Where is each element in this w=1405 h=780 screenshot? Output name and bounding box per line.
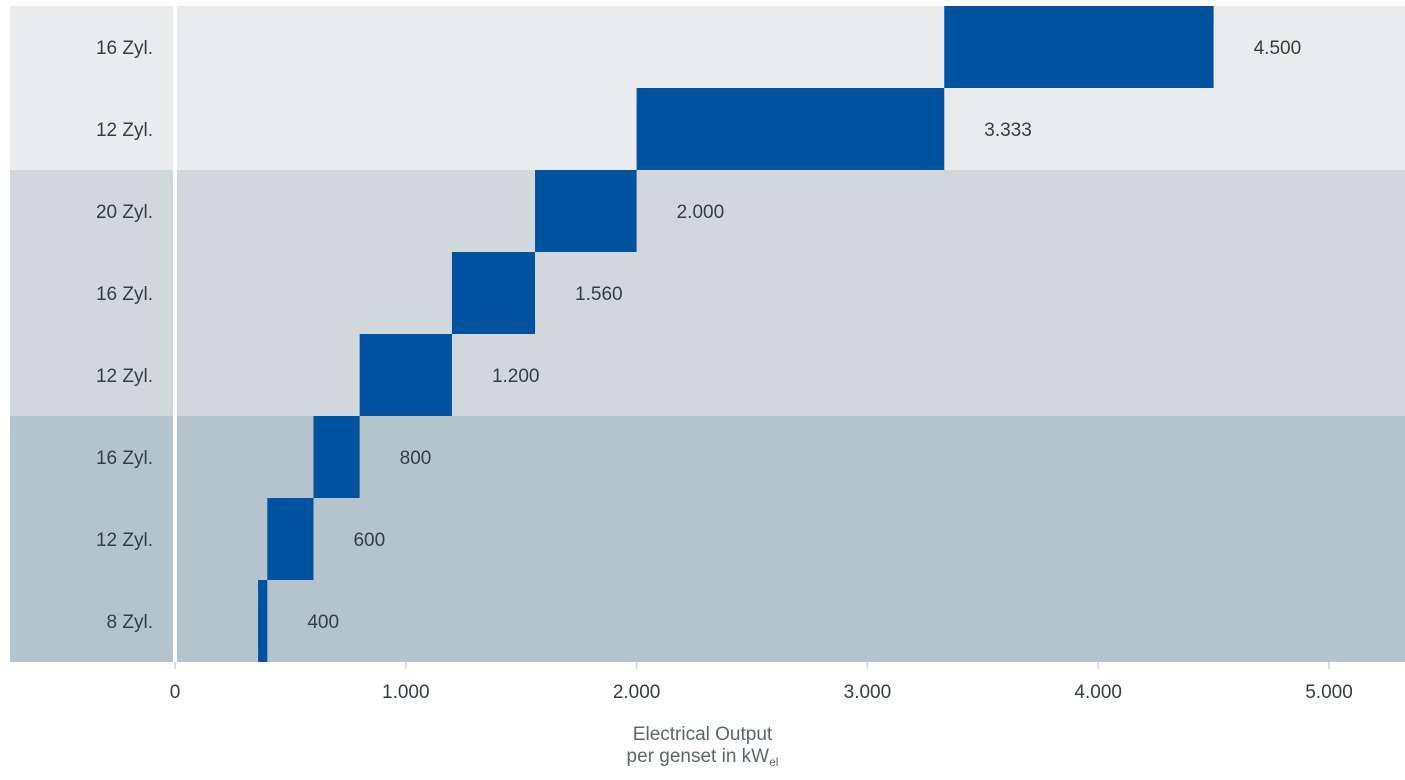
data-label-2: 600 (353, 530, 385, 551)
data-label-6: 2.000 (677, 202, 725, 223)
x-axis-title-line2-text: per genset in kW (626, 746, 770, 767)
y-tick-label-8: 16 Zyl. (96, 38, 153, 59)
x-tick-label-5: 4.000 (1074, 682, 1122, 703)
x-tick-label-4: 3.000 (844, 682, 892, 703)
bar-4 (359, 334, 452, 416)
bar-6 (535, 170, 637, 252)
y-tick-label-1: 8 Zyl. (107, 612, 153, 633)
y-tick-label-2: 12 Zyl. (96, 530, 153, 551)
x-tick-label-1: 0 (170, 682, 181, 703)
data-label-1: 400 (307, 612, 339, 633)
data-label-5: 1.560 (575, 284, 623, 305)
data-label-3: 800 (400, 448, 432, 469)
bar-8 (944, 6, 1214, 88)
band-group-1 (10, 416, 1405, 662)
x-axis-title-line1: Electrical Output (632, 724, 773, 745)
x-tick-label-3: 2.000 (613, 682, 661, 703)
x-tick-label-6: 5.000 (1305, 682, 1353, 703)
bar-2 (267, 498, 314, 580)
x-axis-title: Electrical Output per genset in kWel (0, 724, 1405, 773)
y-tick-label-3: 16 Zyl. (96, 448, 153, 469)
y-tick-label-5: 16 Zyl. (96, 284, 153, 305)
x-tick-label-2: 1.000 (382, 682, 430, 703)
y-tick-label-4: 12 Zyl. (96, 366, 153, 387)
y-tick-label-6: 20 Zyl. (96, 202, 153, 223)
bar-5 (451, 252, 536, 334)
y-tick-label-7: 12 Zyl. (96, 120, 153, 141)
data-label-7: 3.333 (984, 120, 1032, 141)
bar-3 (313, 416, 360, 498)
data-label-8: 4.500 (1254, 38, 1302, 59)
bar-7 (636, 88, 945, 170)
bar-1 (258, 580, 268, 662)
band-group-2 (10, 170, 1405, 416)
data-label-4: 1.200 (492, 366, 540, 387)
x-axis-title-subscript: el (769, 755, 779, 769)
x-axis-title-line2: per genset in kWel (0, 746, 1405, 773)
